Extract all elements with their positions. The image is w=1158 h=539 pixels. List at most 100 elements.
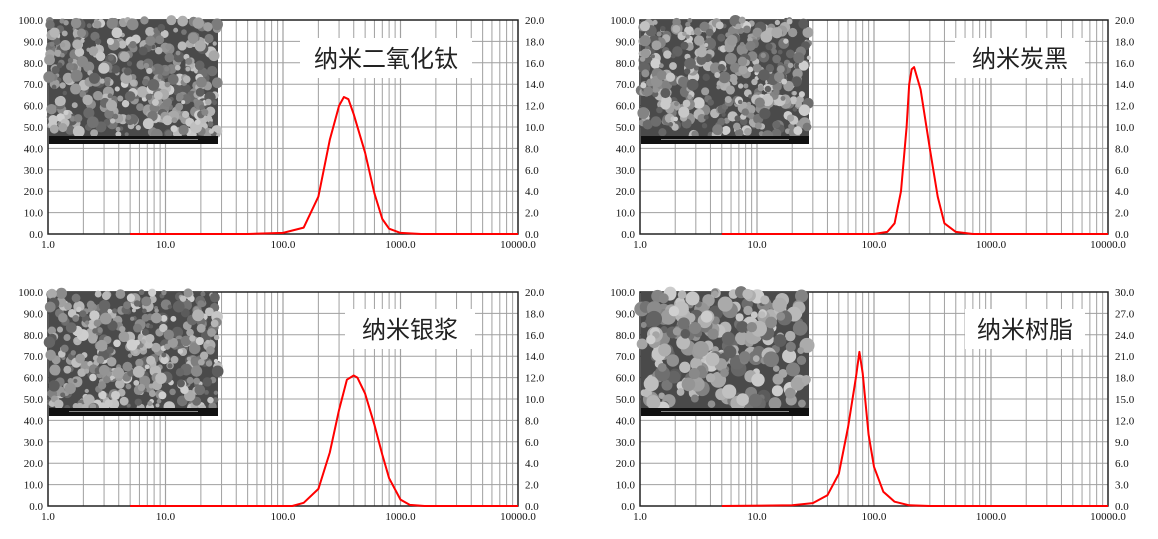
title-box [345,309,475,349]
x-tick-label: 1.0 [41,239,55,251]
y-left-tick-label: 70.0 [616,79,636,91]
y-left-tick-label: 100.0 [18,287,43,299]
distribution-curve [130,96,518,235]
y-left-tick-label: 90.0 [24,36,44,48]
y-left-tick-label: 40.0 [24,415,44,427]
sem-inset-image [635,14,814,144]
y-right-tick-label: 4.0 [1115,186,1129,198]
y-left-tick-label: 40.0 [616,143,636,155]
y-right-tick-label: 12.0 [1115,415,1135,427]
sem-inset-image [634,286,815,416]
title-box [965,309,1085,349]
y-left-tick-label: 10.0 [24,480,44,492]
x-tick-label: 1000.0 [385,511,416,523]
title-box [300,38,472,78]
y-left-tick-label: 80.0 [616,58,636,70]
y-left-tick-label: 30.0 [616,437,636,449]
y-left-tick-label: 60.0 [616,373,636,385]
y-left-tick-label: 10.0 [616,480,636,492]
y-right-tick-label: 4.0 [525,186,539,198]
y-right-tick-label: 8.0 [1115,143,1129,155]
y-right-tick-label: 8.0 [525,415,539,427]
chart-title: 纳米二氧化钛 [314,45,458,73]
y-left-tick-label: 60.0 [24,373,44,385]
chart-title: 纳米炭黑 [972,45,1068,73]
x-tick-label: 10000.0 [500,239,536,251]
y-left-tick-label: 10.0 [24,208,44,220]
x-tick-label: 10000.0 [500,511,536,523]
y-right-tick-label: 6.0 [525,165,539,177]
y-right-tick-label: 9.0 [1115,437,1129,449]
distribution-curve [721,66,1108,235]
y-left-tick-label: 100.0 [610,287,635,299]
y-right-tick-label: 14.0 [525,79,545,91]
y-left-tick-label: 20.0 [616,458,636,470]
y-right-tick-label: 4.0 [525,458,539,470]
plot-frame [639,291,1109,507]
x-tick-label: 1000.0 [385,239,416,251]
x-tick-label: 1.0 [633,511,647,523]
y-right-tick-label: 10.0 [1115,122,1135,134]
y-left-tick-label: 0.0 [621,501,635,513]
y-right-tick-label: 18.0 [1115,373,1135,385]
x-tick-label: 10.0 [156,511,176,523]
x-tick-label: 1.0 [41,511,55,523]
x-tick-label: 10.0 [747,511,767,523]
x-tick-label: 100.0 [271,511,296,523]
y-right-tick-label: 16.0 [525,58,545,70]
y-right-tick-label: 12.0 [525,373,545,385]
x-tick-label: 100.0 [271,239,296,251]
y-left-tick-label: 0.0 [621,229,635,241]
y-right-tick-label: 10.0 [525,122,545,134]
chart-panel-0: 0.0 10.0 20.0 30.0 40.0 50.0 60.0 70.0 80.0 90.0 1… [18,15,545,251]
y-left-tick-label: 50.0 [24,122,44,134]
y-right-tick-label: 0.0 [525,229,539,241]
chart-panel-3: 0.0 10.0 20.0 30.0 40.0 50.0 60.0 70.0 80.0 90.0 1… [610,286,1135,523]
y-right-tick-label: 2.0 [525,208,539,220]
y-right-tick-label: 10.0 [525,394,545,406]
y-right-tick-label: 15.0 [1115,394,1135,406]
y-right-tick-label: 8.0 [525,143,539,155]
y-left-tick-label: 30.0 [24,165,44,177]
chart-panel-2: 0.0 10.0 20.0 30.0 40.0 50.0 60.0 70.0 80.0 90.0 1… [18,287,545,523]
y-left-tick-label: 0.0 [29,229,43,241]
y-left-tick-label: 40.0 [24,143,44,155]
sem-inset-image [43,287,224,416]
y-left-tick-label: 70.0 [24,351,44,363]
y-left-tick-label: 100.0 [18,15,43,27]
y-right-tick-label: 20.0 [1115,15,1135,27]
y-right-tick-label: 2.0 [1115,208,1129,220]
y-left-tick-label: 50.0 [616,122,636,134]
y-left-tick-label: 90.0 [616,308,636,320]
y-left-tick-label: 40.0 [616,415,636,427]
y-right-tick-label: 16.0 [1115,58,1135,70]
y-left-tick-label: 20.0 [616,186,636,198]
x-tick-label: 10000.0 [1090,511,1126,523]
y-right-tick-label: 14.0 [525,351,545,363]
y-right-tick-label: 30.0 [1115,287,1135,299]
y-left-tick-label: 60.0 [616,101,636,113]
y-right-tick-label: 16.0 [525,330,545,342]
y-left-tick-label: 70.0 [616,351,636,363]
y-left-tick-label: 80.0 [24,330,44,342]
y-right-tick-label: 21.0 [1115,351,1135,363]
y-left-tick-label: 0.0 [29,501,43,513]
y-left-tick-label: 70.0 [24,79,44,91]
y-left-tick-label: 10.0 [616,208,636,220]
y-left-tick-label: 30.0 [616,165,636,177]
y-right-tick-label: 18.0 [525,308,545,320]
y-left-tick-label: 90.0 [616,36,636,48]
y-right-tick-label: 18.0 [525,36,545,48]
y-right-tick-label: 0.0 [1115,229,1129,241]
y-right-tick-label: 12.0 [525,101,545,113]
y-left-tick-label: 60.0 [24,101,44,113]
y-right-tick-label: 2.0 [525,480,539,492]
y-right-tick-label: 3.0 [1115,480,1129,492]
sem-inset-image [43,15,223,144]
y-left-tick-label: 90.0 [24,308,44,320]
distribution-curve [721,350,1108,507]
chart-panel-1: 0.0 10.0 20.0 30.0 40.0 50.0 60.0 70.0 80.0 90.0 1… [610,14,1135,251]
y-right-tick-label: 18.0 [1115,36,1135,48]
distribution-curve [130,374,518,507]
